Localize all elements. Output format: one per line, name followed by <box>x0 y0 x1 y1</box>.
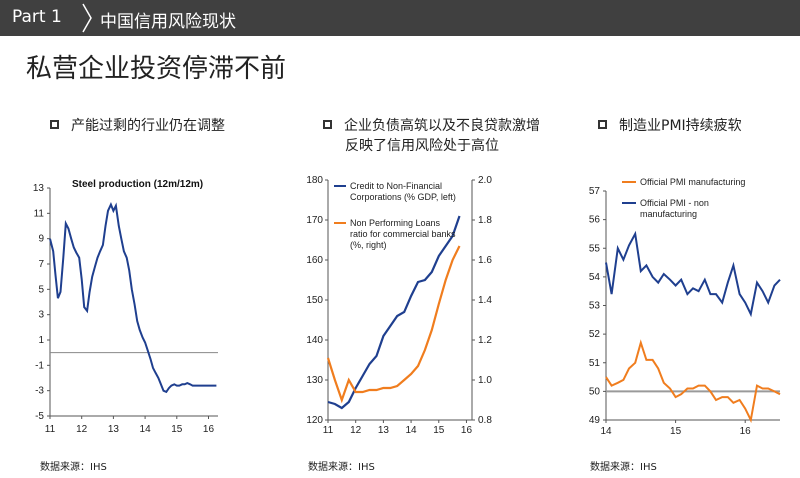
y-tick-label: -5 <box>35 411 44 422</box>
bullet-2-text-line1: 企业负债高筑以及不良贷款激增 <box>344 118 540 134</box>
header-bar: Part 1 中国信用风险现状 <box>0 0 800 36</box>
x-tick-label: 14 <box>406 425 418 436</box>
y-tick-label: 3 <box>38 310 44 321</box>
right-y-tick-label: 1.0 <box>478 375 492 386</box>
x-tick-label: 16 <box>461 425 473 436</box>
y-tick-label: 54 <box>589 272 601 283</box>
source-note-2: 数据来源：IHS <box>308 462 375 473</box>
y-tick-label: -1 <box>35 360 44 371</box>
steel-production-line <box>49 201 217 394</box>
left-y-tick-label: 150 <box>306 295 323 306</box>
square-bullet-icon <box>323 120 332 129</box>
x-tick-label: 13 <box>108 424 120 435</box>
y-tick-label: 5 <box>38 284 44 295</box>
page-title: 私营企业投资停滞不前 <box>26 54 287 84</box>
x-tick-label: 15 <box>433 425 445 436</box>
y-tick-label: 9 <box>38 234 44 245</box>
legend-non-manufacturing-label: Official PMI - non <box>640 198 709 208</box>
left-y-tick-label: 140 <box>306 335 323 346</box>
right-y-tick-label: 1.8 <box>478 215 492 226</box>
bullet-1-text: 产能过剩的行业仍在调整 <box>71 118 225 134</box>
source-note-1: 数据来源：IHS <box>40 462 107 473</box>
y-tick-label: 56 <box>589 215 601 226</box>
bullet-1: 产能过剩的行业仍在调整 <box>50 116 225 136</box>
npl-line <box>326 245 461 404</box>
left-y-tick-label: 120 <box>306 415 323 426</box>
x-tick-label: 14 <box>140 424 152 435</box>
legend-manufacturing-label: Official PMI manufacturing <box>640 177 745 187</box>
legend-npl-label: ratio for commercial banks <box>350 229 456 239</box>
bullet-3: 制造业PMI持续疲软 <box>598 116 742 136</box>
y-tick-label: 52 <box>589 329 601 340</box>
pmi-manufacturing-line <box>605 339 781 424</box>
y-tick-label: 51 <box>589 358 601 369</box>
chevron-right-icon <box>82 3 92 33</box>
right-y-tick-label: 1.6 <box>478 255 492 266</box>
left-y-tick-label: 170 <box>306 215 323 226</box>
x-tick-label: 12 <box>76 424 88 435</box>
left-y-tick-label: 160 <box>306 255 323 266</box>
legend-npl-label: Non Performing Loans <box>350 218 441 228</box>
right-y-tick-label: 1.4 <box>478 295 492 306</box>
part-label: Part 1 <box>12 7 62 27</box>
legend-npl-label: (%, right) <box>350 240 387 250</box>
x-tick-label: 11 <box>323 425 334 436</box>
y-tick-label: 7 <box>38 259 44 270</box>
bullet-3-text: 制造业PMI持续疲软 <box>619 118 742 134</box>
source-note-3: 数据来源：IHS <box>590 462 657 473</box>
y-tick-label: 13 <box>33 183 45 194</box>
chart-title: Steel production (12m/12m) <box>72 179 203 190</box>
x-tick-label: 16 <box>740 426 752 437</box>
square-bullet-icon <box>50 120 59 129</box>
x-tick-label: 12 <box>350 425 362 436</box>
x-tick-label: 14 <box>600 426 612 437</box>
left-y-tick-label: 180 <box>306 175 323 186</box>
y-tick-label: 55 <box>589 243 601 254</box>
legend-credit-label: Credit to Non-Financial <box>350 181 442 191</box>
y-tick-label: 49 <box>589 415 601 426</box>
y-tick-label: 1 <box>38 335 44 346</box>
y-tick-label: 57 <box>589 186 601 197</box>
y-tick-label: -3 <box>35 386 44 397</box>
x-tick-label: 13 <box>378 425 390 436</box>
y-tick-label: 11 <box>34 208 45 219</box>
legend-non-manufacturing-label: manufacturing <box>640 209 697 219</box>
x-tick-label: 11 <box>45 424 56 435</box>
square-bullet-icon <box>598 120 607 129</box>
y-tick-label: 53 <box>589 301 601 312</box>
credit-line <box>327 215 461 410</box>
credit-npl-chart: 180 170 160 150 140 130 120 2.0 1.8 1.6 1.4 1.2 1.0 0… <box>306 175 492 436</box>
x-tick-label: 16 <box>203 424 215 435</box>
y-tick-label: 50 <box>589 386 601 397</box>
left-y-tick-label: 130 <box>306 375 323 386</box>
x-tick-label: 15 <box>670 426 682 437</box>
pmi-non-manufacturing-line <box>605 230 781 318</box>
bullet-2-text-line2: 反映了信用风险处于高位 <box>345 138 499 154</box>
x-tick-label: 15 <box>171 424 183 435</box>
right-y-tick-label: 1.2 <box>478 335 492 346</box>
right-y-tick-label: 2.0 <box>478 175 492 186</box>
right-y-tick-label: 0.8 <box>478 415 492 426</box>
section-title: 中国信用风险现状 <box>100 12 236 32</box>
legend-credit-label: Corporations (% GDP, left) <box>350 192 456 202</box>
bullet-2: 企业负债高筑以及不良贷款激增 反映了信用风险处于高位 <box>323 116 540 156</box>
